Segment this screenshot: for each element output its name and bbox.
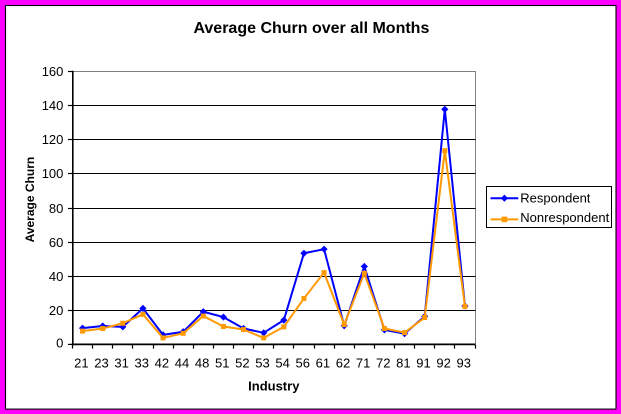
svg-text:20: 20 <box>49 303 63 318</box>
svg-text:80: 80 <box>49 201 63 216</box>
svg-text:Average Churn over all Months: Average Churn over all Months <box>193 20 429 37</box>
svg-text:52: 52 <box>235 355 249 370</box>
svg-text:120: 120 <box>42 132 64 147</box>
svg-text:71: 71 <box>356 355 370 370</box>
svg-text:140: 140 <box>42 98 64 113</box>
svg-text:48: 48 <box>195 355 209 370</box>
svg-text:Industry: Industry <box>248 378 300 393</box>
svg-text:62: 62 <box>336 355 350 370</box>
svg-text:42: 42 <box>155 355 169 370</box>
svg-text:91: 91 <box>416 355 430 370</box>
svg-text:54: 54 <box>275 355 289 370</box>
svg-text:72: 72 <box>376 355 390 370</box>
svg-text:21: 21 <box>74 355 88 370</box>
svg-text:160: 160 <box>42 64 64 79</box>
svg-text:92: 92 <box>436 355 450 370</box>
svg-text:40: 40 <box>49 269 63 284</box>
svg-text:51: 51 <box>215 355 229 370</box>
svg-text:0: 0 <box>56 336 63 351</box>
svg-text:56: 56 <box>296 355 310 370</box>
svg-text:100: 100 <box>42 166 64 181</box>
svg-text:Nonrespondent: Nonrespondent <box>520 210 609 225</box>
svg-text:Average Churn: Average Churn <box>23 157 37 243</box>
svg-text:93: 93 <box>457 355 471 370</box>
svg-text:33: 33 <box>135 355 149 370</box>
svg-text:81: 81 <box>396 355 410 370</box>
svg-text:61: 61 <box>316 355 330 370</box>
svg-text:31: 31 <box>114 355 128 370</box>
svg-text:44: 44 <box>175 355 189 370</box>
svg-text:23: 23 <box>94 355 108 370</box>
svg-text:53: 53 <box>255 355 269 370</box>
svg-text:60: 60 <box>49 235 63 250</box>
svg-text:Respondent: Respondent <box>520 190 590 205</box>
